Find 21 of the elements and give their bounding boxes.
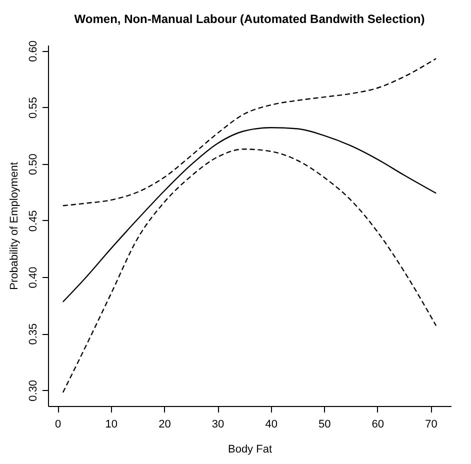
chart-title: Women, Non-Manual Labour (Automated Bandwith Selection) — [74, 12, 425, 26]
x-tick-label: 70 — [425, 418, 438, 430]
x-tick-label: 0 — [55, 418, 62, 430]
y-tick-label: 0.30 — [28, 380, 40, 402]
line-series — [62, 148, 437, 394]
y-tick-label: 0.50 — [28, 154, 40, 176]
x-tick-label: 40 — [265, 418, 278, 430]
x-tick-label: 10 — [105, 418, 118, 430]
line-series — [62, 127, 437, 302]
x-tick-label: 60 — [372, 418, 384, 430]
y-tick-label: 0.60 — [28, 40, 40, 62]
x-axis-title: Body Fat — [228, 444, 272, 456]
x-tick-label: 20 — [158, 418, 171, 430]
y-tick-label: 0.40 — [28, 266, 40, 288]
y-tick-label: 0.55 — [28, 97, 40, 118]
y-tick-label: 0.45 — [28, 210, 40, 232]
x-tick-label: 30 — [212, 418, 224, 430]
y-axis-title: Probability of Employment — [8, 162, 20, 290]
line-series — [62, 58, 437, 206]
y-tick-label: 0.35 — [28, 323, 40, 345]
x-tick-label: 50 — [318, 418, 331, 430]
